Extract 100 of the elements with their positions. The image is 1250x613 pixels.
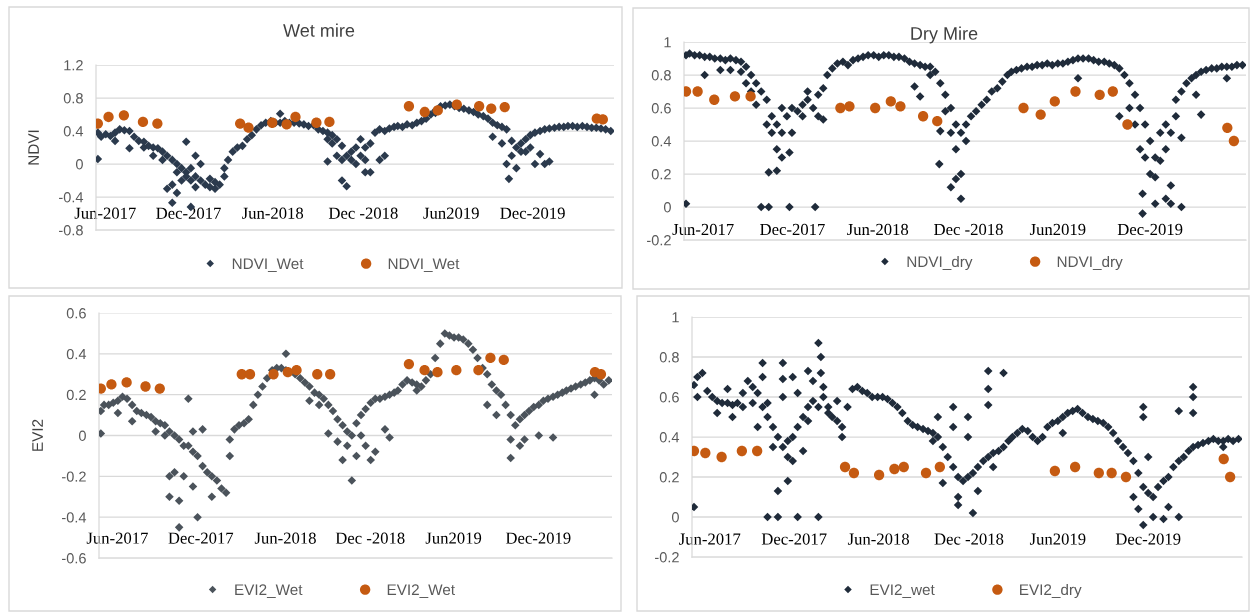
y-axis-title: EVI2	[32, 419, 43, 451]
x-tick-label: Jun2019	[423, 207, 479, 219]
y-tick-label: -0.8	[59, 225, 83, 236]
point	[934, 461, 945, 473]
point	[1094, 89, 1105, 100]
point	[1069, 461, 1081, 473]
y-tick-label: 0.6	[651, 103, 671, 114]
chart-title: Dry Mire	[911, 26, 978, 44]
y-tick-label: 0.4	[651, 136, 672, 147]
point	[118, 110, 130, 121]
x-tick-label: Jun-2018	[847, 223, 909, 236]
legend-label: NDVI_dry	[907, 255, 973, 271]
x-tick-label: Jun-2018	[242, 207, 304, 219]
point	[403, 358, 415, 370]
y-tick-label: 0.2	[66, 389, 86, 401]
point	[474, 101, 485, 112]
y-tick-label: 0	[78, 430, 86, 441]
y-tick-label: 0	[671, 512, 679, 523]
legend-label: EVI2_Wet	[387, 584, 455, 598]
point	[1107, 86, 1118, 97]
point	[486, 103, 497, 114]
point	[451, 365, 462, 376]
y-tick-label: 0	[663, 202, 671, 213]
point	[932, 116, 943, 127]
point	[290, 111, 301, 123]
y-tick-label: -0.2	[655, 552, 679, 563]
point	[312, 369, 323, 380]
point	[716, 451, 727, 463]
point	[152, 118, 163, 129]
x-tick-label: Jun-2017	[74, 207, 136, 219]
point	[1225, 471, 1236, 483]
x-tick-label: Dec -2018	[934, 223, 1003, 236]
y-tick-label: 0.8	[659, 352, 679, 363]
point	[473, 365, 484, 376]
x-tick-label: Jun2019	[425, 532, 482, 544]
y-axis-title: NDVI	[28, 130, 39, 165]
legend-label: NDVI_Wet	[232, 258, 304, 272]
x-tick-label: Dec -2018	[335, 532, 405, 544]
point	[835, 102, 846, 114]
point	[1018, 102, 1029, 114]
point	[291, 365, 302, 376]
x-tick-label: Jun-2017	[86, 532, 148, 544]
point	[243, 122, 254, 133]
point	[419, 365, 430, 376]
point	[745, 91, 756, 102]
point	[1049, 96, 1060, 107]
point	[1228, 135, 1240, 147]
legend-label: EVI2_dry	[1020, 583, 1082, 599]
point	[103, 111, 114, 123]
x-tick-label: Dec-2019	[1115, 533, 1181, 545]
point	[1122, 119, 1133, 130]
point	[729, 91, 741, 102]
y-tick-label: 0.4	[63, 126, 84, 137]
point	[839, 461, 851, 473]
y-tick-label: 0.8	[63, 93, 83, 104]
point	[848, 467, 860, 479]
y-tick-label: -0.2	[647, 235, 671, 246]
point	[920, 467, 932, 479]
point	[709, 94, 720, 105]
point	[498, 354, 509, 366]
x-tick-label: Dec-2019	[500, 207, 565, 219]
point	[1218, 453, 1229, 465]
y-tick-label: 0.2	[651, 169, 671, 180]
y-tick-label: 1.2	[64, 60, 83, 71]
x-tick-label: Jun-2017	[672, 223, 734, 236]
y-tick-label: -0.2	[62, 471, 86, 482]
x-tick-label: Dec-2017	[156, 207, 221, 219]
x-tick-label: Dec-2017	[761, 533, 827, 545]
y-tick-label: -0.4	[59, 192, 84, 203]
point	[419, 106, 430, 118]
x-tick-label: Dec-2017	[168, 532, 234, 544]
point	[752, 445, 763, 457]
x-tick-label: Dec-2019	[1117, 223, 1183, 236]
x-tick-label: Jun2019	[1029, 533, 1086, 545]
y-tick-label: 0.6	[66, 308, 86, 319]
x-tick-label: Dec-2017	[760, 223, 825, 236]
y-tick-label: 0.2	[659, 472, 679, 483]
y-tick-label: 0.4	[66, 348, 87, 360]
y-tick-label: 0	[75, 159, 83, 170]
y-tick-label: 0.8	[651, 70, 671, 81]
point	[595, 369, 607, 380]
point	[692, 86, 703, 97]
point	[873, 469, 885, 481]
point	[140, 381, 151, 392]
point	[499, 101, 510, 113]
y-tick-label: -0.6	[62, 553, 86, 564]
point	[281, 119, 292, 130]
x-tick-label: Dec-2019	[505, 532, 571, 544]
legend-label: EVI2_Wet	[235, 584, 303, 598]
y-tick-label: 1	[672, 312, 679, 323]
x-tick-label: Jun2019	[1029, 223, 1086, 236]
x-tick-label: Jun-2017	[679, 533, 741, 545]
point	[895, 101, 906, 112]
point	[403, 101, 415, 112]
point	[154, 383, 165, 394]
point	[700, 447, 711, 459]
x-tick-label: Jun-2018	[254, 532, 316, 544]
chart-title: Wet mire	[283, 23, 355, 37]
point	[898, 461, 909, 473]
point	[1120, 471, 1132, 483]
